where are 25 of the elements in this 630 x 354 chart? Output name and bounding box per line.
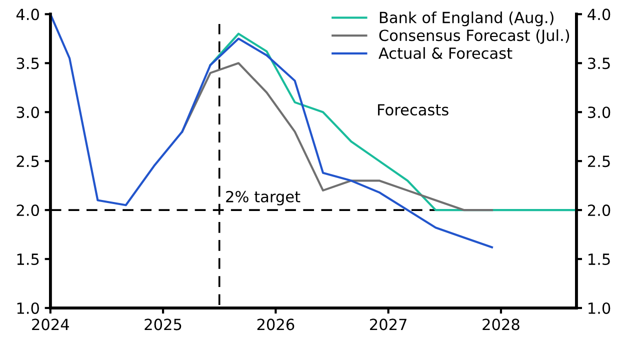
y-tick-label: 3.5 bbox=[16, 58, 39, 70]
y2-tick-label: 4.0 bbox=[588, 8, 610, 20]
x-tick-label: 2028 bbox=[482, 318, 520, 330]
y2-tick-label: 3.5 bbox=[588, 58, 610, 70]
legend-label: Actual & Forecast bbox=[378, 47, 512, 59]
y2-tick-label: 1.0 bbox=[588, 302, 610, 314]
annotation: Forecasts bbox=[378, 104, 448, 116]
y-tick-label: 1.0 bbox=[17, 302, 39, 314]
y2-tick-label: 2.0 bbox=[588, 204, 610, 216]
y2-tick-label: 3.0 bbox=[588, 106, 610, 118]
legend-label: Consensus Forecast (Jul.) bbox=[379, 29, 570, 44]
line-series bbox=[181, 62, 494, 212]
y-tick-label: 3.0 bbox=[16, 106, 39, 118]
y-tick-label: 2.5 bbox=[16, 156, 39, 168]
x-tick-label: 2025 bbox=[144, 318, 182, 330]
ref-line-label: 2% target bbox=[226, 190, 300, 206]
x-tick-label: 2027 bbox=[370, 318, 406, 330]
y-tick-label: 1.5 bbox=[17, 254, 39, 266]
x-tick-label: 2024 bbox=[32, 318, 69, 330]
legend-label: Bank of England (Aug.) bbox=[380, 11, 554, 26]
y-tick-label: 2.0 bbox=[16, 204, 39, 216]
y-tick-label: 4.0 bbox=[16, 8, 39, 20]
y2-tick-label: 2.5 bbox=[588, 156, 610, 168]
y2-tick-label: 1.5 bbox=[588, 254, 610, 266]
x-tick-label: 2026 bbox=[257, 318, 294, 330]
